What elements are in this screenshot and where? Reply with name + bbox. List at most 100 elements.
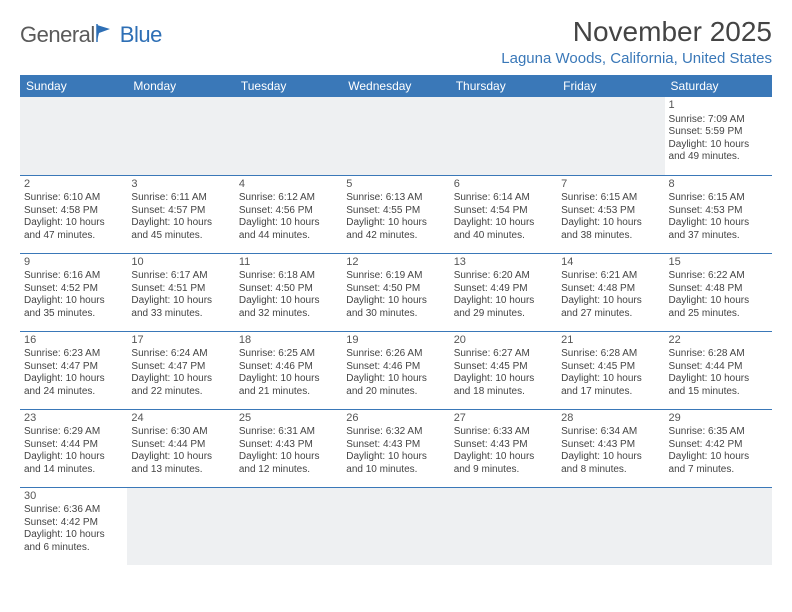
daylight2-text: and 37 minutes. (669, 230, 768, 243)
calendar-cell: 9Sunrise: 6:16 AMSunset: 4:52 PMDaylight… (20, 253, 127, 331)
sunset-text: Sunset: 4:44 PM (24, 439, 123, 452)
sunset-text: Sunset: 4:53 PM (561, 205, 660, 218)
calendar-cell: 21Sunrise: 6:28 AMSunset: 4:45 PMDayligh… (557, 331, 664, 409)
daylight1-text: Daylight: 10 hours (346, 373, 445, 386)
sunrise-text: Sunrise: 6:29 AM (24, 426, 123, 439)
daylight1-text: Daylight: 10 hours (239, 373, 338, 386)
calendar-body: 1Sunrise: 7:09 AMSunset: 5:59 PMDaylight… (20, 97, 772, 565)
daylight1-text: Daylight: 10 hours (561, 217, 660, 230)
sunrise-text: Sunrise: 6:15 AM (669, 192, 768, 205)
calendar-cell: 20Sunrise: 6:27 AMSunset: 4:45 PMDayligh… (450, 331, 557, 409)
daylight1-text: Daylight: 10 hours (454, 451, 553, 464)
daylight1-text: Daylight: 10 hours (561, 451, 660, 464)
day-number: 16 (24, 334, 123, 348)
day-number: 18 (239, 334, 338, 348)
calendar-cell: 13Sunrise: 6:20 AMSunset: 4:49 PMDayligh… (450, 253, 557, 331)
sunset-text: Sunset: 4:47 PM (24, 361, 123, 374)
calendar-cell (450, 97, 557, 175)
daylight2-text: and 45 minutes. (131, 230, 230, 243)
calendar-cell (20, 97, 127, 175)
daylight2-text: and 10 minutes. (346, 464, 445, 477)
day-header-row: Sunday Monday Tuesday Wednesday Thursday… (20, 75, 772, 97)
sunrise-text: Sunrise: 6:28 AM (669, 348, 768, 361)
calendar-cell (342, 487, 449, 565)
sunrise-text: Sunrise: 6:27 AM (454, 348, 553, 361)
sunset-text: Sunset: 4:52 PM (24, 283, 123, 296)
calendar-cell: 24Sunrise: 6:30 AMSunset: 4:44 PMDayligh… (127, 409, 234, 487)
logo-text-blue: Blue (120, 22, 162, 48)
day-number: 4 (239, 178, 338, 192)
sunrise-text: Sunrise: 6:20 AM (454, 270, 553, 283)
daylight2-text: and 40 minutes. (454, 230, 553, 243)
sunrise-text: Sunrise: 6:33 AM (454, 426, 553, 439)
day-header: Monday (127, 75, 234, 97)
day-number: 23 (24, 412, 123, 426)
sunset-text: Sunset: 4:53 PM (669, 205, 768, 218)
sunset-text: Sunset: 4:58 PM (24, 205, 123, 218)
daylight2-text: and 42 minutes. (346, 230, 445, 243)
calendar-cell: 11Sunrise: 6:18 AMSunset: 4:50 PMDayligh… (235, 253, 342, 331)
sunrise-text: Sunrise: 6:32 AM (346, 426, 445, 439)
sunset-text: Sunset: 4:50 PM (346, 283, 445, 296)
daylight2-text: and 18 minutes. (454, 386, 553, 399)
daylight1-text: Daylight: 10 hours (669, 373, 768, 386)
day-number: 14 (561, 256, 660, 270)
daylight2-text: and 44 minutes. (239, 230, 338, 243)
day-header: Wednesday (342, 75, 449, 97)
daylight2-text: and 15 minutes. (669, 386, 768, 399)
calendar-cell: 1Sunrise: 7:09 AMSunset: 5:59 PMDaylight… (665, 97, 772, 175)
calendar-cell: 15Sunrise: 6:22 AMSunset: 4:48 PMDayligh… (665, 253, 772, 331)
daylight2-text: and 17 minutes. (561, 386, 660, 399)
calendar-cell: 30Sunrise: 6:36 AMSunset: 4:42 PMDayligh… (20, 487, 127, 565)
daylight2-text: and 25 minutes. (669, 308, 768, 321)
daylight2-text: and 6 minutes. (24, 542, 123, 555)
daylight1-text: Daylight: 10 hours (24, 295, 123, 308)
calendar-cell: 22Sunrise: 6:28 AMSunset: 4:44 PMDayligh… (665, 331, 772, 409)
daylight2-text: and 35 minutes. (24, 308, 123, 321)
sunset-text: Sunset: 4:43 PM (346, 439, 445, 452)
daylight2-text: and 21 minutes. (239, 386, 338, 399)
calendar-cell: 8Sunrise: 6:15 AMSunset: 4:53 PMDaylight… (665, 175, 772, 253)
calendar-cell: 27Sunrise: 6:33 AMSunset: 4:43 PMDayligh… (450, 409, 557, 487)
day-number: 7 (561, 178, 660, 192)
calendar-cell: 28Sunrise: 6:34 AMSunset: 4:43 PMDayligh… (557, 409, 664, 487)
sunrise-text: Sunrise: 6:35 AM (669, 426, 768, 439)
sunset-text: Sunset: 4:42 PM (24, 517, 123, 530)
sunrise-text: Sunrise: 6:23 AM (24, 348, 123, 361)
sunrise-text: Sunrise: 6:21 AM (561, 270, 660, 283)
calendar-cell: 5Sunrise: 6:13 AMSunset: 4:55 PMDaylight… (342, 175, 449, 253)
day-number: 6 (454, 178, 553, 192)
day-number: 24 (131, 412, 230, 426)
daylight1-text: Daylight: 10 hours (131, 295, 230, 308)
daylight1-text: Daylight: 10 hours (346, 451, 445, 464)
sunset-text: Sunset: 4:45 PM (561, 361, 660, 374)
calendar-cell (235, 487, 342, 565)
header: General Blue November 2025 Laguna Woods,… (20, 16, 772, 67)
day-number: 19 (346, 334, 445, 348)
calendar-cell (127, 487, 234, 565)
daylight2-text: and 12 minutes. (239, 464, 338, 477)
daylight1-text: Daylight: 10 hours (669, 295, 768, 308)
daylight1-text: Daylight: 10 hours (239, 295, 338, 308)
sunset-text: Sunset: 4:48 PM (561, 283, 660, 296)
daylight1-text: Daylight: 10 hours (346, 217, 445, 230)
calendar-cell (557, 487, 664, 565)
day-number: 12 (346, 256, 445, 270)
daylight1-text: Daylight: 10 hours (454, 373, 553, 386)
daylight1-text: Daylight: 10 hours (454, 295, 553, 308)
sunrise-text: Sunrise: 6:16 AM (24, 270, 123, 283)
day-number: 8 (669, 178, 768, 192)
daylight2-text: and 20 minutes. (346, 386, 445, 399)
daylight2-text: and 49 minutes. (669, 151, 768, 164)
daylight1-text: Daylight: 10 hours (131, 451, 230, 464)
day-number: 27 (454, 412, 553, 426)
calendar-week-row: 30Sunrise: 6:36 AMSunset: 4:42 PMDayligh… (20, 487, 772, 565)
sunrise-text: Sunrise: 6:22 AM (669, 270, 768, 283)
sunset-text: Sunset: 4:43 PM (239, 439, 338, 452)
daylight2-text: and 8 minutes. (561, 464, 660, 477)
day-header: Saturday (665, 75, 772, 97)
sunrise-text: Sunrise: 6:36 AM (24, 504, 123, 517)
sunset-text: Sunset: 4:46 PM (346, 361, 445, 374)
calendar-cell: 26Sunrise: 6:32 AMSunset: 4:43 PMDayligh… (342, 409, 449, 487)
sunrise-text: Sunrise: 6:26 AM (346, 348, 445, 361)
